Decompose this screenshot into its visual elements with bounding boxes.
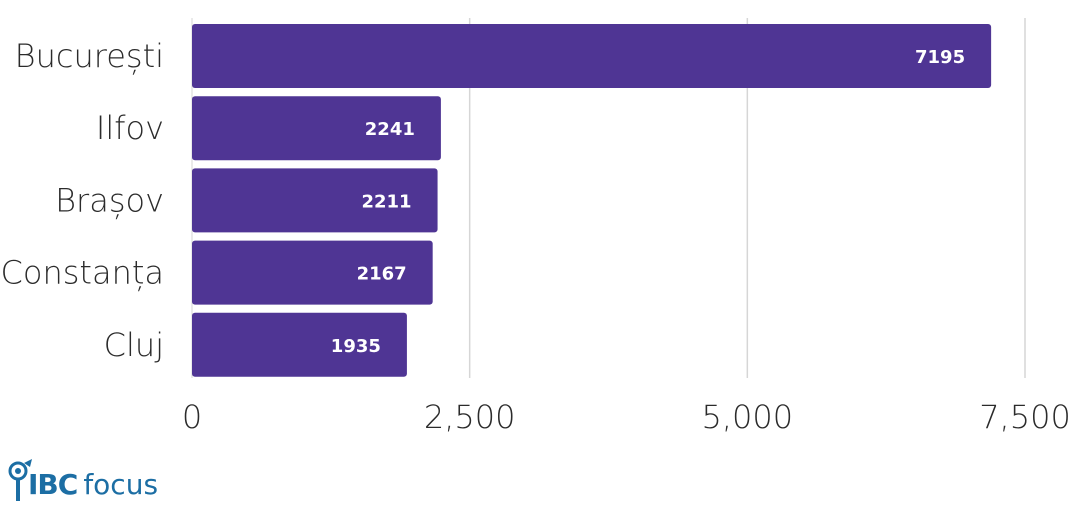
bar: [192, 24, 992, 88]
x-tick-labels: 0 2,500 5,000 7,500: [182, 398, 1071, 436]
bar: [192, 240, 433, 305]
category-label: Brașov: [55, 181, 164, 219]
x-tick-label: 2,500: [424, 398, 516, 436]
value-labels: 7195 2241 2211 2167 1935: [331, 47, 965, 357]
category-label: Constanța: [1, 254, 164, 292]
bars: [192, 24, 992, 377]
data-label: 7195: [915, 47, 965, 68]
data-label: 1935: [331, 336, 381, 357]
category-label: București: [15, 37, 164, 75]
ibc-focus-logo: IBC focus: [6, 455, 158, 503]
bar: [192, 168, 438, 233]
bar: [192, 312, 407, 377]
bar: [192, 96, 441, 161]
category-labels: București Ilfov Brașov Constanța Cluj: [1, 37, 164, 364]
logo-text-ibc: IBC: [28, 468, 78, 501]
category-label: Ilfov: [96, 109, 164, 147]
data-label: 2211: [361, 191, 411, 212]
data-label: 2167: [357, 264, 407, 285]
logo-mark-icon: [8, 459, 32, 501]
data-label: 2241: [365, 119, 415, 140]
category-label: Cluj: [104, 326, 164, 364]
bar-chart: București Ilfov Brașov Constanța Cluj 7195 22…: [1, 18, 1071, 436]
x-tick-label: 0: [182, 398, 202, 436]
logo-text-focus: focus: [83, 468, 159, 501]
x-tick-label: 5,000: [702, 398, 794, 436]
x-tick-label: 7,500: [979, 398, 1071, 436]
